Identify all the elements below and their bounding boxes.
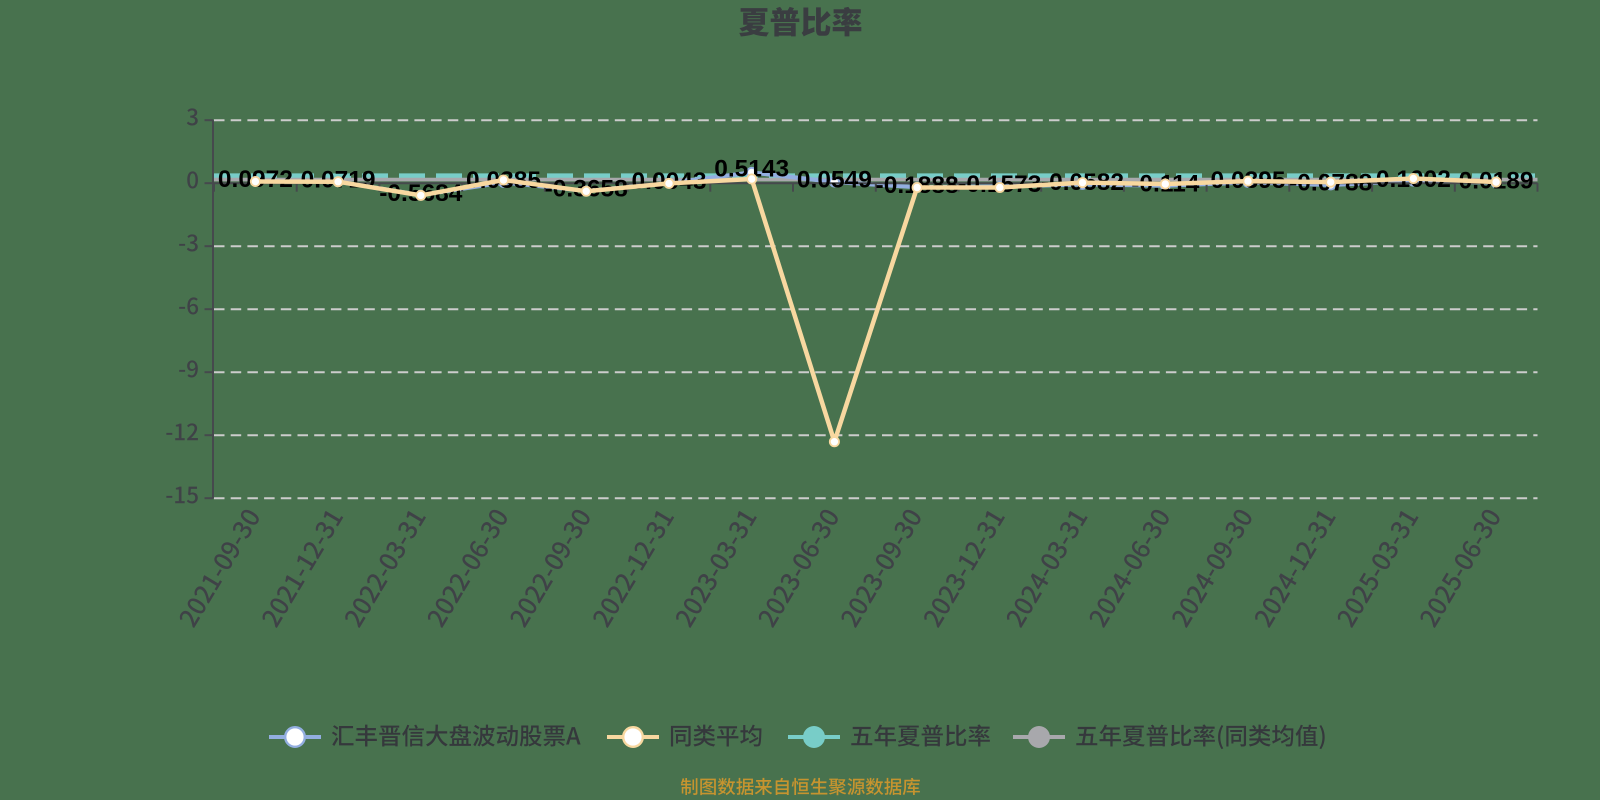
- svg-text:0.0549: 0.0549: [797, 167, 872, 194]
